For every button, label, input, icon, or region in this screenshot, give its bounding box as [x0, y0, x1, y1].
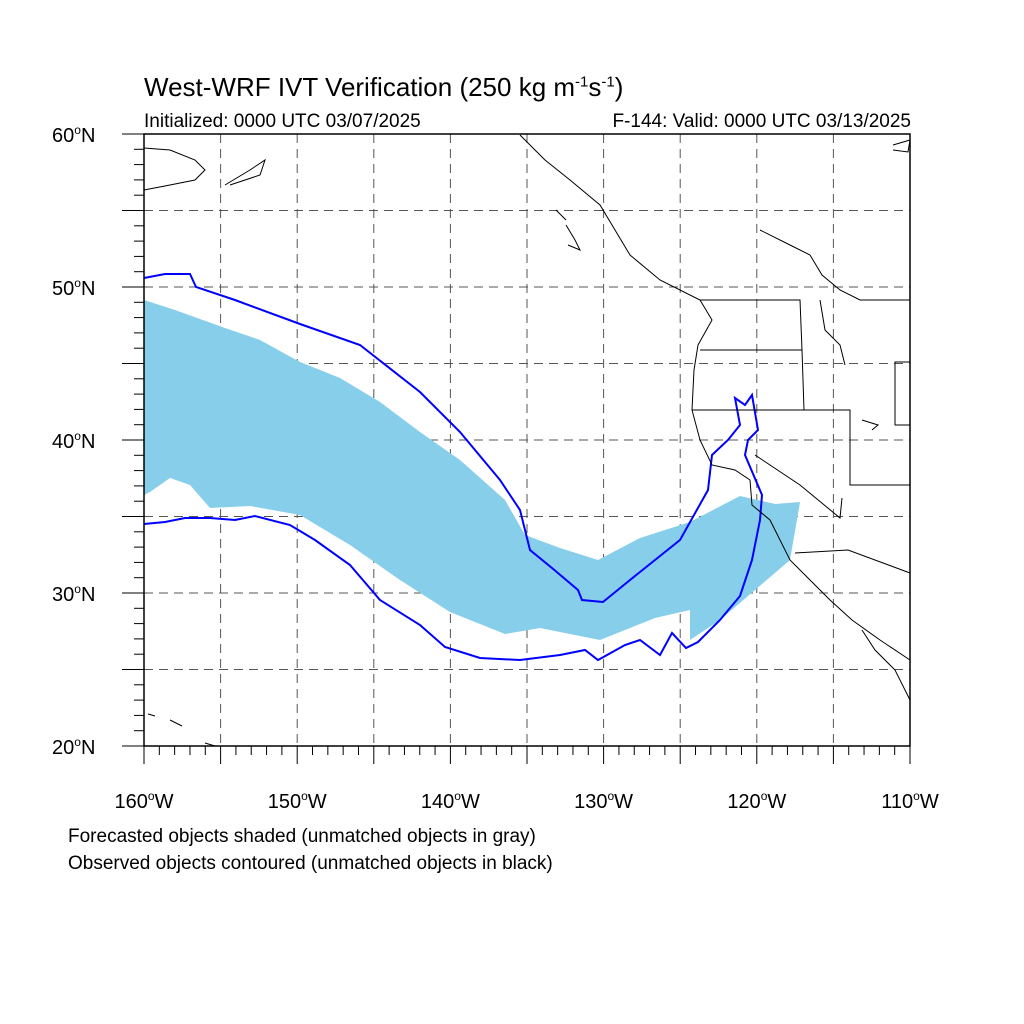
forecast-objects-note: Forecasted objects shaded (unmatched obj…: [68, 826, 536, 847]
lon-label: 150oW: [268, 789, 327, 813]
lat-label: 20oN: [52, 735, 95, 759]
lon-label: 110oW: [881, 789, 939, 813]
lon-label: 140oW: [421, 789, 480, 813]
coastlines: [143, 134, 911, 747]
valid-time: F-144: Valid: 0000 UTC 03/13/2025: [612, 111, 911, 132]
lat-label: 30oN: [52, 582, 95, 606]
forecast-ivt-object: [144, 300, 800, 640]
lon-label: 120oW: [727, 789, 786, 813]
lat-label: 50oN: [52, 276, 95, 300]
observed-ivt-contour: [143, 273, 764, 662]
lon-label: 160oW: [115, 789, 174, 813]
lat-label: 40oN: [52, 429, 95, 453]
initialized-time: Initialized: 0000 UTC 03/07/2025: [144, 111, 421, 132]
lat-label: 60oN: [52, 123, 95, 147]
observed-objects-note: Observed objects contoured (unmatched ob…: [68, 853, 553, 874]
axis-ticks: [122, 133, 911, 764]
lon-label: 130oW: [574, 789, 633, 813]
map-title: West-WRF IVT Verification (250 kg m-1s-1…: [144, 72, 624, 102]
